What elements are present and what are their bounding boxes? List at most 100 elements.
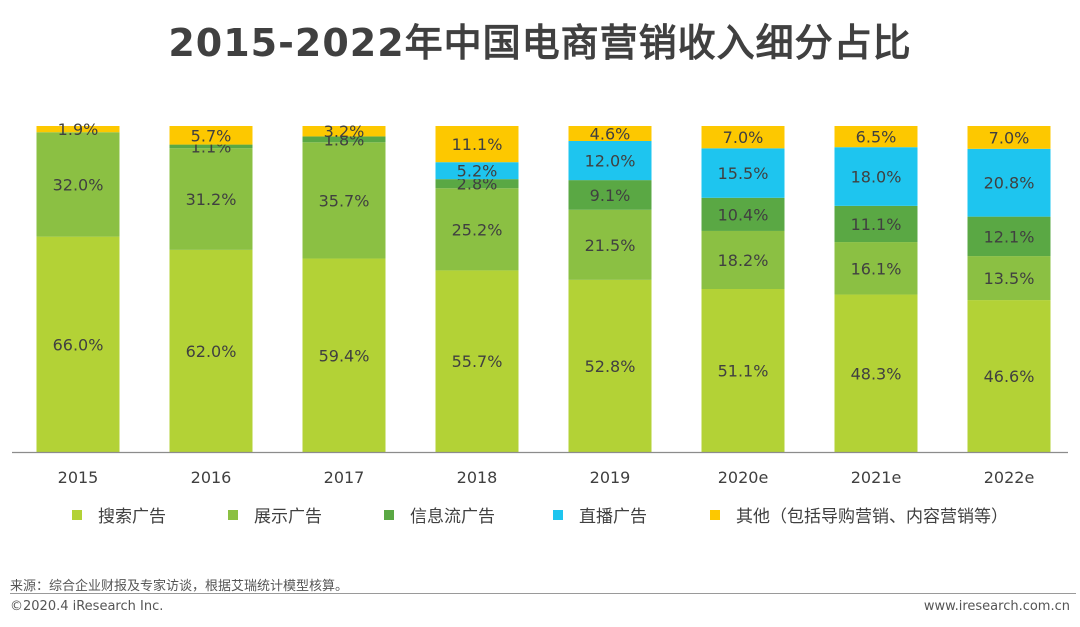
x-tick-label: 2017 bbox=[324, 468, 365, 487]
data-label: 11.1% bbox=[851, 215, 902, 234]
bar-segment bbox=[701, 230, 785, 289]
data-label: 51.1% bbox=[718, 362, 769, 381]
legend-label: 直播广告 bbox=[579, 507, 647, 527]
data-label: 2.8% bbox=[457, 175, 498, 194]
bar-segment bbox=[834, 126, 918, 148]
x-tick-label: 2021e bbox=[851, 468, 902, 487]
data-label: 32.0% bbox=[53, 175, 104, 194]
legend-label: 其他（包括导购营销、内容营销等） bbox=[736, 507, 1008, 527]
data-label: 11.1% bbox=[452, 135, 503, 154]
data-label: 21.5% bbox=[585, 236, 636, 255]
data-label: 48.3% bbox=[851, 364, 902, 383]
data-label: 1.9% bbox=[58, 120, 99, 139]
bar-segment bbox=[701, 126, 785, 149]
bar-segment bbox=[36, 236, 120, 452]
data-label: 31.2% bbox=[186, 190, 237, 209]
bar-segment bbox=[435, 179, 519, 189]
legend-item: 搜索广告 bbox=[72, 502, 166, 527]
bar-segment bbox=[435, 162, 519, 180]
data-label: 6.5% bbox=[856, 128, 897, 147]
data-label: 35.7% bbox=[319, 191, 370, 210]
bar-segment bbox=[834, 242, 918, 295]
legend-swatch bbox=[228, 509, 238, 520]
data-label: 5.2% bbox=[457, 162, 498, 181]
bar-segment bbox=[967, 126, 1051, 149]
bar-segment bbox=[169, 144, 253, 149]
legend-label: 展示广告 bbox=[254, 507, 322, 527]
data-label: 59.4% bbox=[319, 346, 370, 365]
data-label: 18.0% bbox=[851, 168, 902, 187]
bar-segment bbox=[36, 126, 120, 133]
bar-segment bbox=[302, 126, 386, 137]
bar-segment bbox=[568, 279, 652, 452]
bar-segment bbox=[967, 300, 1051, 452]
x-tick-label: 2016 bbox=[191, 468, 232, 487]
x-tick-label: 2015 bbox=[58, 468, 99, 487]
bar-segment bbox=[834, 147, 918, 206]
bar-segment bbox=[169, 249, 253, 452]
data-label: 12.0% bbox=[585, 152, 636, 171]
data-label: 20.8% bbox=[984, 174, 1035, 193]
x-tick-label: 2018 bbox=[457, 468, 498, 487]
data-label: 25.2% bbox=[452, 220, 503, 239]
legend-item: 其他（包括导购营销、内容营销等） bbox=[710, 502, 1008, 527]
bar-segment bbox=[302, 136, 386, 143]
data-label: 4.6% bbox=[590, 124, 631, 143]
bar-segment bbox=[834, 205, 918, 243]
bar-segment bbox=[302, 258, 386, 452]
bar-segment bbox=[568, 209, 652, 280]
data-label: 15.5% bbox=[718, 164, 769, 183]
data-label: 16.1% bbox=[851, 259, 902, 278]
data-label: 12.1% bbox=[984, 227, 1035, 246]
footer-divider bbox=[10, 593, 1076, 594]
data-label: 46.6% bbox=[984, 367, 1035, 386]
data-label: 5.7% bbox=[191, 126, 232, 145]
bar-segment bbox=[435, 270, 519, 452]
legend-swatch bbox=[710, 509, 720, 520]
bar-segment bbox=[568, 140, 652, 181]
x-tick-label: 2019 bbox=[590, 468, 631, 487]
legend: 搜索广告 展示广告 信息流广告 直播广告 其他（包括导购营销、内容营销等） bbox=[0, 502, 1080, 527]
bar-segment bbox=[36, 132, 120, 237]
data-label: 13.5% bbox=[984, 269, 1035, 288]
bar-segment bbox=[435, 126, 519, 163]
bar-segment bbox=[967, 256, 1051, 301]
data-label: 55.7% bbox=[452, 352, 503, 371]
data-label: 66.0% bbox=[53, 335, 104, 354]
data-label: 3.2% bbox=[324, 122, 365, 141]
copyright: ©2020.4 iResearch Inc. bbox=[10, 599, 164, 614]
legend-label: 信息流广告 bbox=[410, 507, 495, 527]
legend-item: 展示广告 bbox=[228, 502, 322, 527]
x-tick-label: 2022e bbox=[984, 468, 1035, 487]
legend-swatch bbox=[384, 509, 394, 520]
data-label: 10.4% bbox=[718, 205, 769, 224]
bar-segment bbox=[701, 289, 785, 452]
bar-segment bbox=[967, 216, 1051, 257]
bar-segment bbox=[701, 197, 785, 231]
bar-segment bbox=[435, 188, 519, 271]
website-url: www.iresearch.com.cn bbox=[923, 599, 1070, 614]
bar-segment bbox=[302, 142, 386, 259]
source-note: 来源：综合企业财报及专家访谈，根据艾瑞统计模型核算。 bbox=[10, 579, 349, 594]
data-label: 18.2% bbox=[718, 251, 769, 270]
chart-title: 2015-2022年中国电商营销收入细分占比 bbox=[168, 21, 912, 65]
bar-segment bbox=[701, 148, 785, 198]
bar-segment bbox=[568, 126, 652, 141]
data-label: 7.0% bbox=[723, 128, 764, 147]
data-label: 7.0% bbox=[989, 128, 1030, 147]
x-tick-label: 2020e bbox=[718, 468, 769, 487]
legend-swatch bbox=[553, 509, 563, 520]
bar-segment bbox=[169, 148, 253, 250]
bar-segment bbox=[967, 148, 1051, 217]
bar-segment bbox=[568, 180, 652, 210]
data-label: 9.1% bbox=[590, 186, 631, 205]
data-label: 62.0% bbox=[186, 342, 237, 361]
data-label: 52.8% bbox=[585, 357, 636, 376]
legend-item: 直播广告 bbox=[553, 502, 647, 527]
legend-item: 信息流广告 bbox=[384, 502, 495, 527]
legend-swatch bbox=[72, 509, 82, 520]
bar-segment bbox=[834, 294, 918, 452]
bar-segment bbox=[169, 126, 253, 145]
legend-label: 搜索广告 bbox=[98, 507, 166, 527]
